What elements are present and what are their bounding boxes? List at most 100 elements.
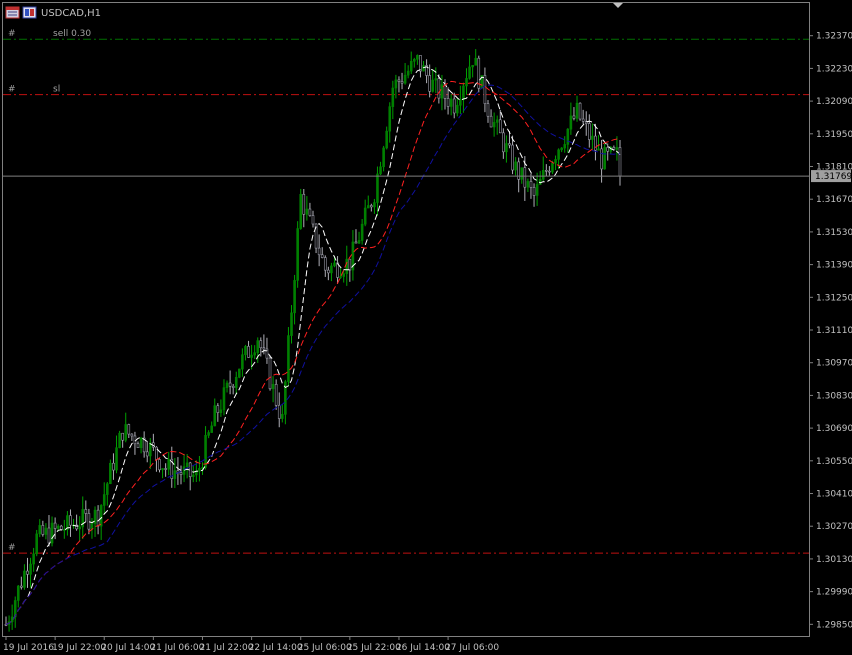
time-tick-label: 19 Jul 2016 [3, 643, 54, 653]
candle-body [234, 376, 238, 388]
candle-body [136, 443, 140, 448]
price-tick-label: 1.30970 [816, 359, 852, 369]
candle-body [299, 193, 303, 229]
candle-body [578, 102, 582, 120]
candle-body [225, 382, 229, 388]
candle-body [253, 352, 256, 356]
candle-body [112, 462, 115, 471]
candle-body [459, 99, 462, 106]
candle-body [96, 509, 100, 527]
candle-body [376, 173, 379, 203]
candle-body [449, 98, 453, 107]
candle-body [379, 166, 382, 175]
candle-body [551, 162, 554, 173]
time-tick-label: 19 Jul 22:00 [52, 643, 106, 653]
candle-body [597, 148, 600, 151]
candle-body [247, 346, 250, 358]
candle-body [584, 120, 588, 124]
candle-body [474, 57, 478, 66]
candle-body [16, 585, 20, 601]
candle-body [216, 405, 220, 413]
candle-body [78, 526, 81, 530]
candle-body [345, 258, 349, 274]
candle-body [13, 600, 17, 618]
candle-body [330, 265, 333, 274]
candle-body [102, 494, 106, 506]
candle-body [354, 241, 358, 244]
moving-average-line [5, 66, 621, 625]
candle-body [287, 335, 290, 383]
candle-body [87, 513, 91, 530]
order-line-marker: # [8, 29, 16, 39]
candle-body [351, 241, 355, 271]
chart-shift-marker-icon[interactable] [613, 3, 623, 8]
candle-body [274, 384, 278, 406]
candle-body [250, 354, 253, 358]
candle-body [56, 525, 60, 529]
candle-body [210, 425, 213, 433]
candle-body [587, 123, 591, 140]
candle-body [145, 451, 149, 457]
candle-body [277, 405, 281, 419]
symbol-properties-icon[interactable] [22, 6, 37, 19]
candle-body [569, 115, 573, 130]
candle-body [198, 468, 201, 472]
candle-body [603, 147, 606, 170]
time-tick-label: 22 Jul 14:00 [249, 643, 303, 653]
candle-body [204, 435, 207, 468]
candle-body [308, 208, 312, 216]
price-tick-label: 1.31950 [816, 130, 852, 140]
price-tick-label: 1.31110 [816, 326, 852, 336]
chart-window-icon[interactable] [5, 6, 20, 19]
candle-body [348, 258, 352, 271]
candle-body [81, 509, 85, 528]
candle-body [397, 79, 401, 82]
candle-body [437, 78, 441, 99]
candle-body [259, 340, 263, 349]
candle-body [483, 75, 487, 104]
candle-body [468, 66, 471, 79]
candle-body [170, 458, 174, 479]
candle-body [124, 424, 128, 441]
candle-body [121, 432, 124, 441]
candle-body [142, 437, 146, 453]
candle-body [339, 276, 342, 278]
price-tick-label: 1.30270 [816, 522, 852, 532]
candle-body [434, 78, 438, 81]
time-tick-label: 25 Jul 06:00 [298, 643, 352, 653]
candle-body [158, 459, 161, 471]
candle-body [231, 385, 235, 388]
candle-body [130, 433, 134, 437]
candle-body [35, 533, 39, 555]
price-tick-label: 1.31810 [816, 163, 852, 173]
time-tick-label: 21 Jul 06:00 [150, 643, 204, 653]
candle-body [557, 149, 560, 160]
candle-body [93, 509, 97, 524]
candle-body [265, 348, 269, 359]
candle-body [311, 215, 315, 225]
candle-body [400, 81, 404, 84]
candle-body [336, 262, 339, 278]
candle-body [366, 205, 370, 209]
candle-body [498, 119, 502, 134]
candle-body [38, 525, 42, 535]
candle-body [66, 515, 69, 530]
candle-body [486, 103, 490, 117]
candle-body [360, 223, 364, 241]
candle-body [514, 161, 517, 171]
candle-body [59, 525, 63, 531]
candle-body [327, 269, 330, 274]
candle-body [422, 65, 425, 72]
candle-body [373, 202, 376, 208]
price-axis[interactable]: 1.29850 1.29990 1.30130 1.30270 1.30410 1.305… [809, 32, 852, 631]
price-tick-label: 1.31530 [816, 228, 852, 238]
price-tick-label: 1.30550 [816, 457, 852, 467]
candle-body [471, 64, 474, 68]
candle-body [413, 58, 416, 62]
candle-body [109, 462, 112, 485]
candle-body [572, 115, 576, 119]
candle-body [50, 522, 54, 544]
candle-body [538, 178, 542, 185]
